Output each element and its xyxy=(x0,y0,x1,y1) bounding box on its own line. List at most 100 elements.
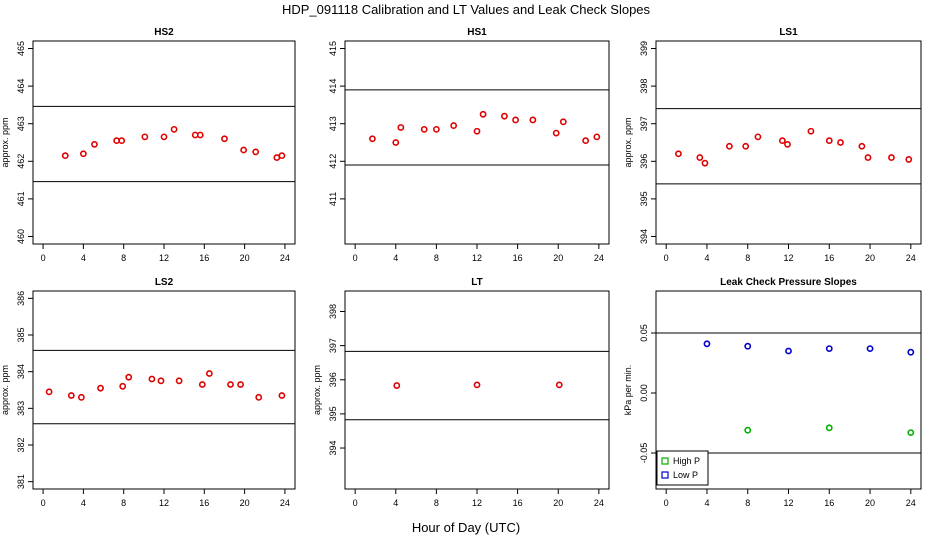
x-tick-label: 16 xyxy=(199,253,209,263)
x-tick-label: 12 xyxy=(472,253,482,263)
x-tick-label: 16 xyxy=(199,498,209,508)
y-axis-label: kPa per min. xyxy=(623,365,633,416)
y-tick-label: 413 xyxy=(328,116,338,131)
panel-leak-check-pressure-slopes: Leak Check Pressure Slopes kPa per min. 0 4… xyxy=(623,277,922,508)
y-tick-label: 386 xyxy=(16,291,26,306)
x-tick-label: 24 xyxy=(906,498,916,508)
x-tick-label: 24 xyxy=(906,253,916,263)
panel-ls1: LS1 approx. ppm 0 4 8 12 16 20 24 394 395 396 397 398… xyxy=(623,27,922,263)
data-point xyxy=(77,393,85,401)
data-point xyxy=(725,142,733,150)
data-point xyxy=(91,140,98,148)
data-point xyxy=(160,133,168,141)
data-point xyxy=(237,381,244,388)
data-point xyxy=(784,140,791,148)
panel-title: HS2 xyxy=(154,27,174,38)
x-tick-label: 24 xyxy=(594,498,604,508)
data-point xyxy=(252,148,260,156)
y-tick-label: 396 xyxy=(328,372,338,387)
x-tick-label: 16 xyxy=(824,253,834,263)
data-point xyxy=(744,342,752,350)
legend: High P Low P xyxy=(656,450,709,486)
data-point xyxy=(864,154,872,161)
y-tick-label: 398 xyxy=(639,79,649,94)
x-tick-label: 20 xyxy=(553,253,563,263)
x-tick-label: 8 xyxy=(434,498,439,508)
data-point xyxy=(392,139,400,146)
panel-ls2: LS2 approx. ppm 0 4 8 12 16 20 24 381 382 383 384 385… xyxy=(0,277,296,508)
panel-hs2: HS2 approx. ppm 0 4 8 12 16 20 24 460 461 462 463 464… xyxy=(0,27,296,263)
y-tick-label: 381 xyxy=(16,474,26,489)
legend-swatch xyxy=(661,457,669,465)
data-point xyxy=(552,129,560,137)
data-point xyxy=(778,137,786,145)
x-tick-label: 4 xyxy=(704,253,709,263)
plot-frame xyxy=(32,290,296,490)
data-point xyxy=(825,345,833,352)
y-tick-label: 465 xyxy=(16,41,26,56)
panel-hs1: HS1 0 4 8 12 16 20 24 411 412 413 414 415 xyxy=(328,27,610,263)
data-point xyxy=(141,133,149,141)
legend-box xyxy=(656,450,709,486)
x-tick-label: 16 xyxy=(824,498,834,508)
y-tick-label: 394 xyxy=(639,229,649,244)
y-tick-label: 464 xyxy=(16,79,26,94)
x-tick-label: 24 xyxy=(280,498,290,508)
data-point xyxy=(473,381,481,389)
x-tick-label: 0 xyxy=(41,253,46,263)
data-point xyxy=(675,150,682,158)
data-point xyxy=(837,139,844,146)
x-tick-label: 0 xyxy=(353,253,358,263)
y-tick-label: 463 xyxy=(16,116,26,131)
data-point xyxy=(785,347,792,355)
data-point xyxy=(696,154,704,161)
data-point xyxy=(866,345,874,352)
panels: HS2 approx. ppm 0 4 8 12 16 20 24 460 461 462 463 464… xyxy=(0,27,922,508)
y-tick-label: 395 xyxy=(639,191,649,206)
data-point xyxy=(125,373,133,381)
x-tick-label: 4 xyxy=(393,253,398,263)
data-point xyxy=(278,152,286,160)
data-point xyxy=(67,392,75,399)
data-point xyxy=(221,135,228,143)
x-tick-label: 4 xyxy=(704,498,709,508)
figure-title: HDP_091118 Calibration and LT Values and… xyxy=(282,2,651,17)
y-tick-label: 412 xyxy=(328,154,338,169)
y-tick-label: 0.00 xyxy=(639,384,649,402)
y-tick-label: 382 xyxy=(16,437,26,452)
x-tick-label: 20 xyxy=(865,498,875,508)
data-point xyxy=(907,429,915,436)
x-tick-label: 12 xyxy=(783,498,793,508)
x-tick-label: 16 xyxy=(513,498,523,508)
data-point xyxy=(432,125,440,133)
x-tick-label: 8 xyxy=(745,498,750,508)
y-tick-label: -0.05 xyxy=(639,443,649,464)
y-tick-label: 460 xyxy=(16,229,26,244)
data-point xyxy=(61,152,69,160)
data-point xyxy=(512,116,519,124)
x-tick-label: 20 xyxy=(553,498,563,508)
data-point xyxy=(825,137,833,145)
data-point xyxy=(97,384,104,392)
x-tick-label: 4 xyxy=(81,253,86,263)
x-tick-label: 0 xyxy=(353,498,358,508)
legend-label: High P xyxy=(673,456,700,466)
y-axis-label: approx. ppm xyxy=(623,117,633,167)
x-tick-label: 20 xyxy=(865,253,875,263)
data-point xyxy=(450,122,458,129)
y-tick-label: 398 xyxy=(328,304,338,319)
y-tick-label: 461 xyxy=(16,191,26,206)
data-point xyxy=(501,112,508,120)
x-tick-label: 24 xyxy=(280,253,290,263)
plot-frame xyxy=(32,40,296,245)
x-tick-label: 20 xyxy=(240,253,250,263)
data-point xyxy=(479,110,487,118)
y-tick-label: 0.05 xyxy=(639,324,649,342)
data-point xyxy=(148,375,156,383)
data-point xyxy=(905,156,913,163)
data-point xyxy=(420,125,428,133)
plot-frame xyxy=(344,40,610,245)
y-tick-label: 385 xyxy=(16,327,26,342)
y-tick-label: 396 xyxy=(639,154,649,169)
data-point xyxy=(79,150,87,158)
